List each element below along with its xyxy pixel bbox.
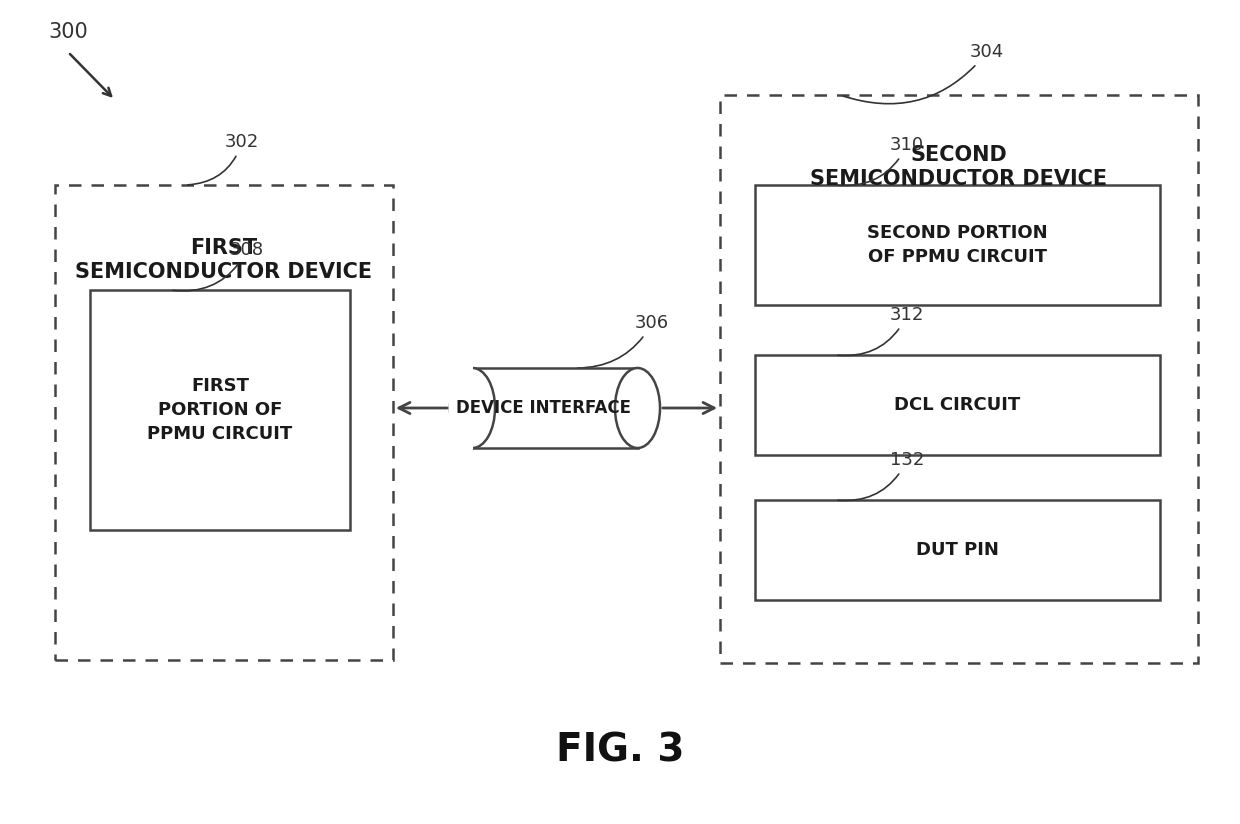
- Text: 304: 304: [843, 43, 1004, 104]
- Text: 312: 312: [838, 306, 924, 355]
- Text: 310: 310: [838, 136, 924, 185]
- Text: DEVICE INTERFACE: DEVICE INTERFACE: [456, 399, 631, 417]
- Text: FIRST
SEMICONDUCTOR DEVICE: FIRST SEMICONDUCTOR DEVICE: [76, 237, 372, 283]
- Ellipse shape: [450, 368, 495, 448]
- Bar: [91, 290, 350, 530]
- Text: DCL CIRCUIT: DCL CIRCUIT: [894, 396, 1021, 414]
- Text: 300: 300: [48, 22, 88, 42]
- Bar: [755, 185, 1159, 305]
- Bar: [55, 185, 393, 660]
- Text: FIG. 3: FIG. 3: [556, 731, 684, 769]
- Text: 302: 302: [187, 133, 259, 185]
- Text: SECOND PORTION
OF PPMU CIRCUIT: SECOND PORTION OF PPMU CIRCUIT: [867, 224, 1048, 266]
- Bar: [720, 95, 1198, 663]
- Text: FIRST
PORTION OF
PPMU CIRCUIT: FIRST PORTION OF PPMU CIRCUIT: [148, 377, 293, 442]
- Ellipse shape: [615, 368, 660, 448]
- Bar: [472, 368, 637, 448]
- Text: 132: 132: [838, 451, 924, 500]
- Bar: [755, 355, 1159, 455]
- Bar: [449, 366, 472, 450]
- Text: DUT PIN: DUT PIN: [916, 541, 999, 559]
- Text: SECOND
SEMICONDUCTOR DEVICE: SECOND SEMICONDUCTOR DEVICE: [811, 144, 1107, 190]
- Text: 306: 306: [578, 314, 670, 368]
- Text: 308: 308: [172, 241, 264, 291]
- Bar: [755, 500, 1159, 600]
